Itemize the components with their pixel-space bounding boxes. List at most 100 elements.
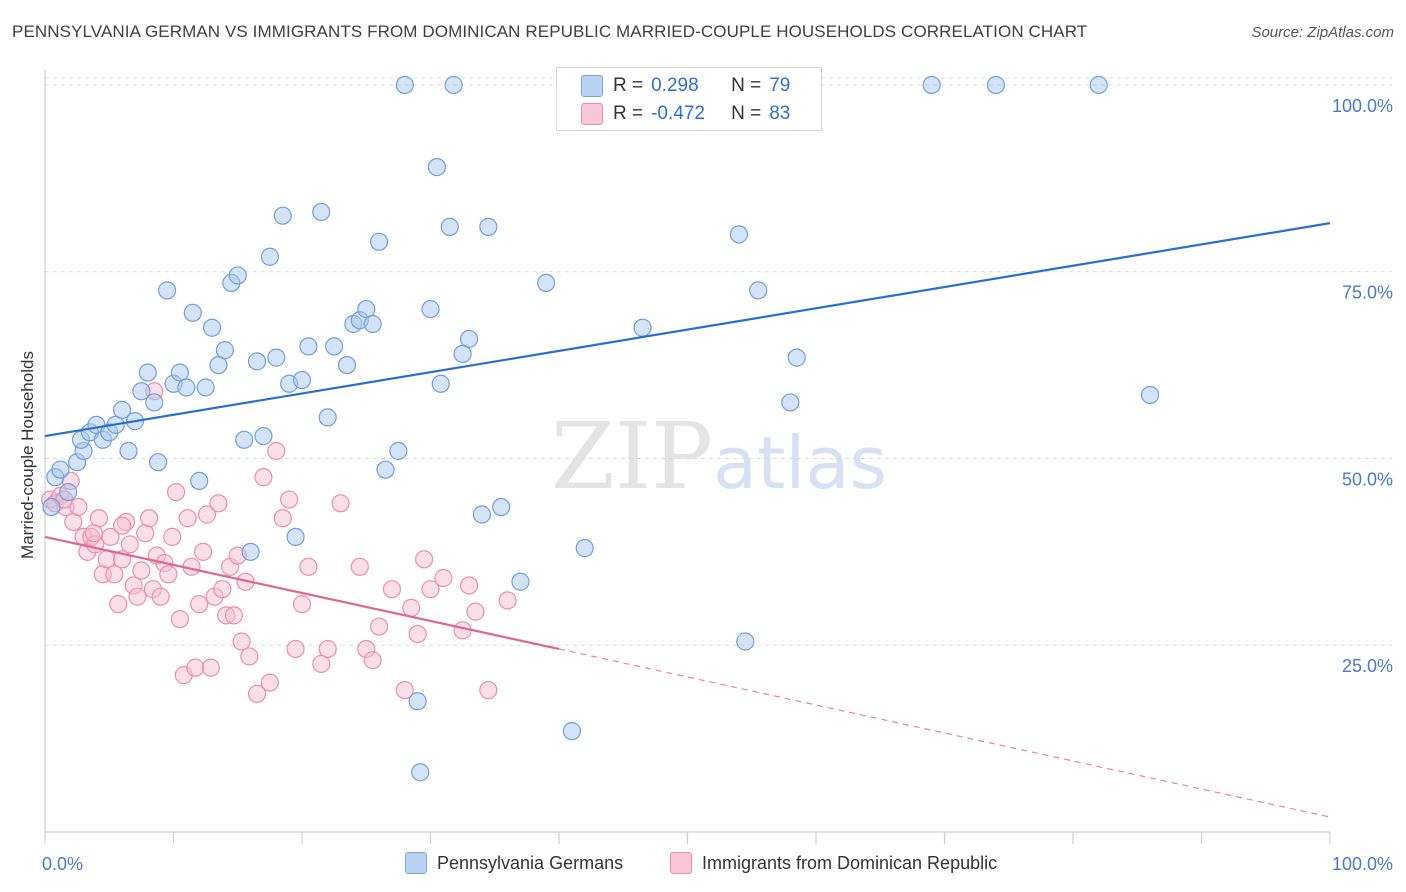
- point-dominican-republic: [128, 587, 147, 606]
- point-pennsylvania-germans: [787, 348, 806, 367]
- point-pennsylvania-germans: [633, 318, 652, 337]
- point-dominican-republic: [260, 673, 279, 692]
- point-dominican-republic: [213, 580, 232, 599]
- point-dominican-republic: [459, 576, 479, 595]
- point-dominican-republic: [232, 632, 251, 651]
- n-value: 83: [769, 103, 791, 124]
- point-pennsylvania-germans: [431, 374, 450, 393]
- point-dominican-republic: [331, 494, 350, 513]
- point-pennsylvania-germans: [1089, 75, 1108, 95]
- point-dominican-republic: [414, 550, 434, 569]
- r-value: 0.298: [651, 75, 699, 96]
- point-pennsylvania-germans: [749, 281, 768, 300]
- point-dominican-republic: [69, 497, 88, 517]
- point-dominican-republic: [280, 490, 299, 509]
- y-tick-label: 75.0%: [1342, 283, 1393, 303]
- point-pennsylvania-germans: [479, 217, 498, 236]
- point-pennsylvania-germans: [286, 527, 305, 547]
- y-tick-label: 100.0%: [1332, 96, 1393, 116]
- point-pennsylvania-germans: [736, 632, 755, 651]
- stats-row-dominican-republic: R = -0.472 N = 83: [581, 99, 791, 129]
- trend-lines: [44, 222, 1331, 818]
- point-pennsylvania-germans: [145, 393, 164, 412]
- point-dominican-republic: [254, 468, 273, 487]
- point-pennsylvania-germans: [228, 266, 247, 285]
- point-dominican-republic: [197, 505, 217, 524]
- point-pennsylvania-germans: [408, 692, 427, 711]
- point-pennsylvania-germans: [157, 281, 177, 300]
- y-tick-label: 50.0%: [1342, 469, 1393, 489]
- point-pennsylvania-germans: [389, 441, 408, 461]
- point-dominican-republic: [193, 542, 213, 561]
- point-pennsylvania-germans: [183, 303, 202, 322]
- point-pennsylvania-germans: [440, 217, 459, 236]
- point-dominican-republic: [159, 565, 178, 584]
- point-dominican-republic: [240, 647, 259, 666]
- point-pennsylvania-germans: [292, 370, 312, 390]
- point-pennsylvania-germans: [273, 206, 292, 225]
- point-dominican-republic: [395, 680, 414, 700]
- point-pennsylvania-germans: [254, 426, 273, 446]
- point-dominican-republic: [224, 606, 243, 625]
- trend-line-extension-dominican-republic: [558, 648, 1331, 818]
- point-pennsylvania-germans: [318, 408, 337, 427]
- point-pennsylvania-germans: [132, 382, 151, 401]
- trend-line-pennsylvania-germans: [44, 222, 1331, 438]
- point-pennsylvania-germans: [138, 363, 157, 382]
- legend-item-dominican-republic[interactable]: Immigrants from Dominican Republic: [670, 852, 997, 874]
- point-pennsylvania-germans: [363, 314, 382, 334]
- trend-line-dominican-republic: [44, 535, 560, 651]
- point-dominican-republic: [112, 516, 132, 535]
- point-dominican-republic: [120, 535, 139, 554]
- point-dominican-republic: [273, 509, 292, 528]
- r-label: R =: [613, 75, 644, 96]
- point-pennsylvania-germans: [267, 348, 286, 367]
- point-pennsylvania-germans: [148, 453, 168, 472]
- legend-label: Immigrants from Dominican Republic: [702, 852, 998, 873]
- x-tick-label-max: 100.0%: [1332, 854, 1393, 874]
- point-pennsylvania-germans: [1140, 385, 1160, 405]
- point-dominican-republic: [299, 557, 318, 576]
- point-dominican-republic: [84, 524, 103, 543]
- point-pennsylvania-germans: [444, 75, 463, 95]
- point-dominican-republic: [170, 609, 190, 629]
- legend-swatch-pink: [670, 852, 692, 874]
- point-dominican-republic: [408, 624, 427, 644]
- r-label: R =: [613, 103, 644, 124]
- point-pennsylvania-germans: [325, 337, 344, 356]
- stats-swatch-pink: [581, 103, 603, 125]
- point-pennsylvania-germans: [59, 482, 78, 502]
- point-pennsylvania-germans: [575, 539, 594, 558]
- stats-swatch-blue: [581, 75, 603, 97]
- point-dominican-republic: [97, 550, 116, 569]
- point-dominican-republic: [466, 602, 485, 621]
- point-pennsylvania-germans: [337, 355, 357, 375]
- point-pennsylvania-germans: [562, 722, 581, 741]
- point-pennsylvania-germans: [537, 273, 556, 293]
- n-label: N =: [731, 103, 762, 124]
- point-dominican-republic: [363, 651, 382, 670]
- point-pennsylvania-germans: [42, 497, 61, 517]
- point-dominican-republic: [318, 639, 337, 659]
- chart-legend: Pennsylvania Germans Immigrants from Dom…: [0, 852, 1406, 878]
- legend-swatch-blue: [405, 852, 427, 874]
- point-pennsylvania-germans: [427, 158, 447, 177]
- point-dominican-republic: [350, 557, 369, 576]
- point-pennsylvania-germans: [247, 352, 267, 371]
- legend-item-pennsylvania-germans[interactable]: Pennsylvania Germans: [405, 852, 623, 874]
- point-pennsylvania-germans: [215, 341, 234, 360]
- point-dominican-republic: [186, 658, 205, 677]
- series-pennsylvania-germans: [42, 75, 1160, 782]
- chart-title: PENNSYLVANIA GERMAN VS IMMIGRANTS FROM D…: [12, 22, 1088, 41]
- point-pennsylvania-germans: [235, 430, 254, 449]
- n-label: N =: [731, 75, 762, 96]
- point-pennsylvania-germans: [177, 378, 196, 397]
- point-dominican-republic: [136, 524, 155, 543]
- point-dominican-republic: [267, 441, 286, 461]
- y-tick-label: 25.0%: [1342, 656, 1393, 676]
- point-dominican-republic: [139, 509, 159, 528]
- point-dominican-republic: [190, 595, 209, 614]
- point-dominican-republic: [402, 598, 421, 617]
- point-pennsylvania-germans: [729, 225, 749, 244]
